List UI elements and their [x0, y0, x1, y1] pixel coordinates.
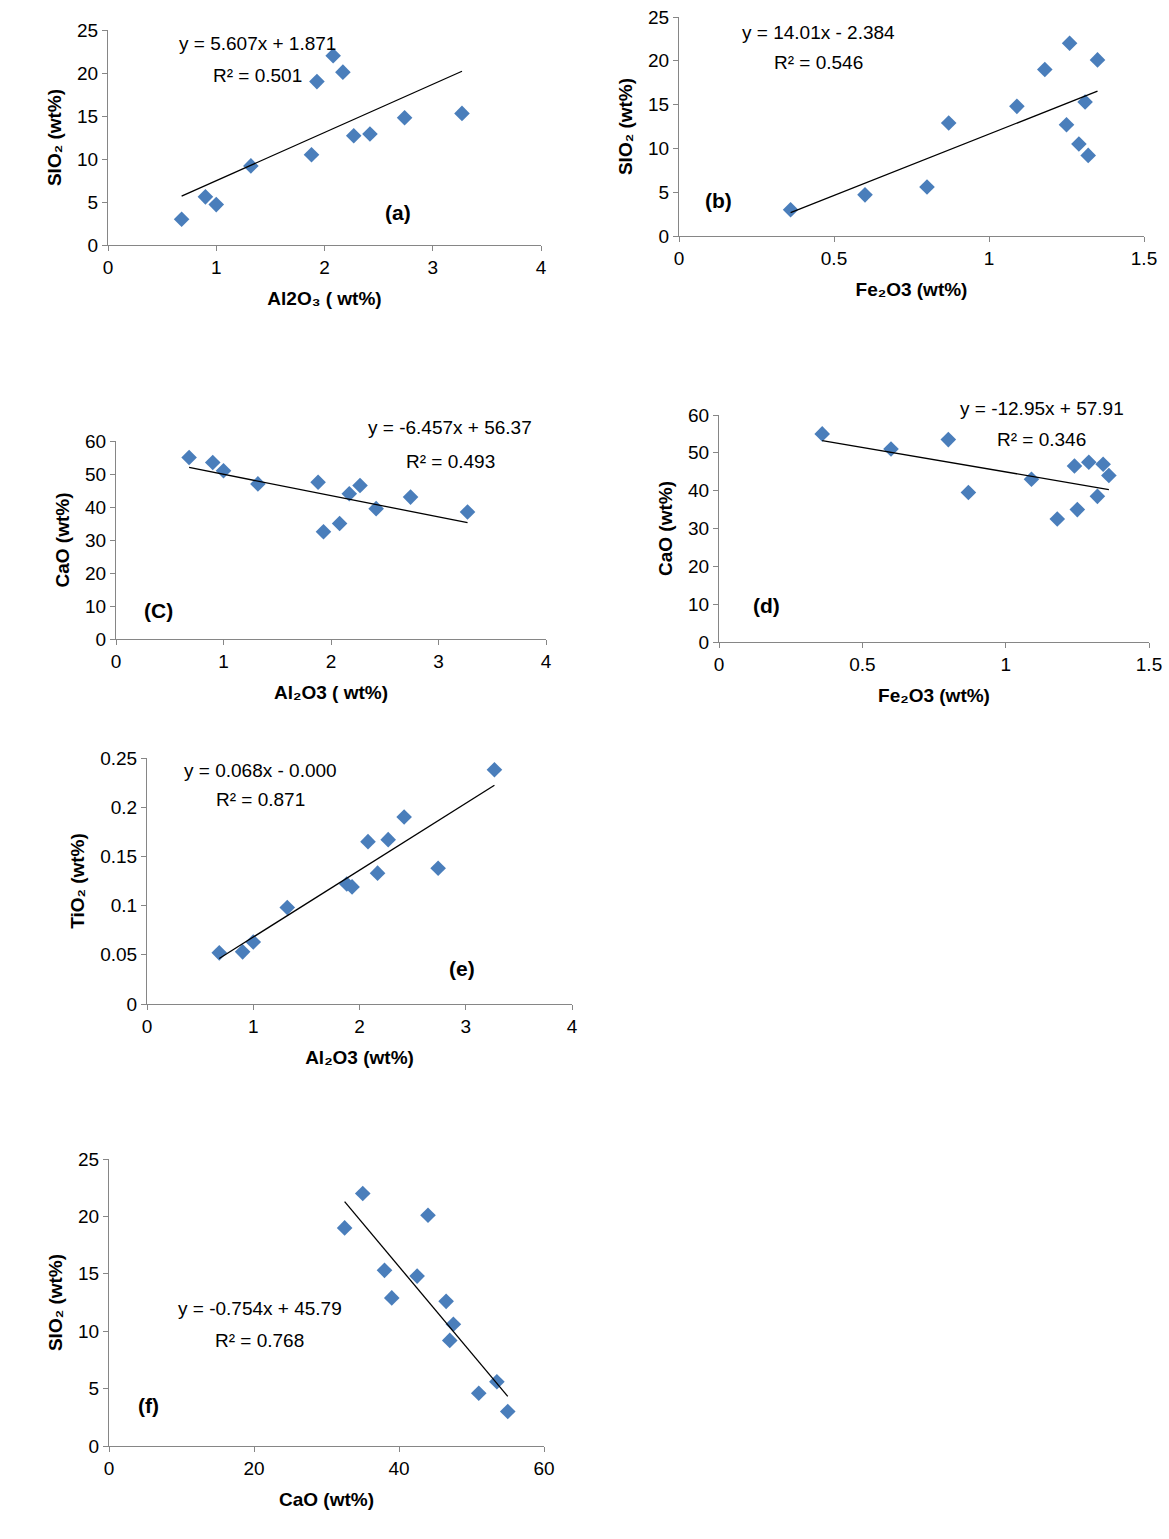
svg-text:1: 1 — [984, 248, 995, 269]
svg-text:30: 30 — [85, 530, 106, 551]
svg-text:25: 25 — [648, 7, 669, 28]
svg-text:4: 4 — [541, 651, 552, 672]
svg-text:TiO₂ (wt%): TiO₂ (wt%) — [67, 833, 88, 929]
svg-text:0: 0 — [96, 629, 107, 650]
svg-text:2: 2 — [319, 257, 330, 278]
svg-text:0.25: 0.25 — [100, 748, 137, 769]
svg-text:3: 3 — [460, 1016, 471, 1037]
svg-text:10: 10 — [85, 596, 106, 617]
svg-text:0.1: 0.1 — [111, 895, 137, 916]
svg-text:0.5: 0.5 — [849, 654, 875, 675]
svg-text:5: 5 — [659, 182, 670, 203]
svg-text:SIO₂ (wt%): SIO₂ (wt%) — [44, 89, 65, 186]
svg-text:y = 5.607x + 1.871: y = 5.607x + 1.871 — [179, 33, 336, 54]
svg-text:20: 20 — [78, 1206, 99, 1227]
svg-text:20: 20 — [77, 63, 98, 84]
svg-text:y = 0.068x - 0.000: y = 0.068x - 0.000 — [184, 760, 337, 781]
svg-text:40: 40 — [688, 480, 709, 501]
svg-text:Fe₂O3 (wt%): Fe₂O3 (wt%) — [856, 279, 968, 300]
svg-text:10: 10 — [688, 594, 709, 615]
svg-text:1: 1 — [248, 1016, 259, 1037]
svg-text:Al₂O3 ( wt%): Al₂O3 ( wt%) — [274, 682, 388, 703]
svg-text:(C): (C) — [144, 599, 173, 622]
svg-text:50: 50 — [85, 464, 106, 485]
svg-text:15: 15 — [77, 106, 98, 127]
svg-text:0.2: 0.2 — [111, 797, 137, 818]
svg-text:0: 0 — [127, 994, 138, 1015]
svg-text:R² = 0.501: R² = 0.501 — [213, 65, 302, 86]
svg-text:R² = 0.346: R² = 0.346 — [997, 429, 1086, 450]
svg-text:1: 1 — [211, 257, 222, 278]
svg-text:25: 25 — [78, 1149, 99, 1170]
svg-text:1: 1 — [218, 651, 229, 672]
svg-text:0.05: 0.05 — [100, 944, 137, 965]
svg-text:R² = 0.871: R² = 0.871 — [216, 789, 305, 810]
svg-text:20: 20 — [648, 50, 669, 71]
svg-text:R² = 0.493: R² = 0.493 — [406, 451, 495, 472]
svg-text:20: 20 — [688, 556, 709, 577]
svg-text:0: 0 — [699, 632, 710, 653]
svg-text:15: 15 — [648, 94, 669, 115]
svg-text:0.15: 0.15 — [100, 846, 137, 867]
svg-text:40: 40 — [85, 497, 106, 518]
svg-text:1: 1 — [1000, 654, 1011, 675]
svg-text:0: 0 — [659, 226, 670, 247]
svg-text:0: 0 — [674, 248, 685, 269]
svg-text:3: 3 — [427, 257, 438, 278]
svg-text:y = -0.754x + 45.79: y = -0.754x + 45.79 — [178, 1298, 342, 1319]
svg-text:0: 0 — [88, 235, 99, 256]
svg-text:0: 0 — [103, 257, 114, 278]
svg-text:60: 60 — [85, 431, 106, 452]
svg-text:60: 60 — [688, 405, 709, 426]
svg-text:20: 20 — [85, 563, 106, 584]
svg-text:0: 0 — [89, 1436, 100, 1457]
svg-text:(b): (b) — [705, 189, 732, 212]
svg-text:10: 10 — [77, 149, 98, 170]
svg-text:(e): (e) — [449, 957, 475, 980]
svg-text:(d): (d) — [753, 594, 780, 617]
svg-text:CaO (wt%): CaO (wt%) — [655, 481, 676, 576]
svg-text:SIO₂ (wt%): SIO₂ (wt%) — [45, 1254, 66, 1351]
svg-text:0.5: 0.5 — [821, 248, 847, 269]
svg-text:2: 2 — [326, 651, 337, 672]
svg-text:60: 60 — [533, 1458, 554, 1479]
svg-text:0: 0 — [104, 1458, 115, 1479]
svg-text:20: 20 — [243, 1458, 264, 1479]
svg-text:5: 5 — [89, 1378, 100, 1399]
svg-text:y = -12.95x + 57.91: y = -12.95x + 57.91 — [960, 398, 1124, 419]
svg-text:Fe₂O3 (wt%): Fe₂O3 (wt%) — [878, 685, 990, 706]
svg-text:(a): (a) — [385, 201, 411, 224]
svg-text:3: 3 — [433, 651, 444, 672]
svg-text:SIO₂ (wt%): SIO₂ (wt%) — [615, 78, 636, 175]
svg-text:CaO (wt%): CaO (wt%) — [52, 493, 73, 588]
svg-text:Al₂O3 (wt%): Al₂O3 (wt%) — [305, 1047, 414, 1068]
svg-text:30: 30 — [688, 518, 709, 539]
svg-text:4: 4 — [536, 257, 547, 278]
svg-text:y = 14.01x - 2.384: y = 14.01x - 2.384 — [742, 22, 895, 43]
svg-text:R² = 0.768: R² = 0.768 — [215, 1330, 304, 1351]
svg-text:25: 25 — [77, 20, 98, 41]
svg-text:0: 0 — [142, 1016, 153, 1037]
svg-text:1.5: 1.5 — [1136, 654, 1162, 675]
svg-text:CaO (wt%): CaO (wt%) — [279, 1489, 374, 1510]
svg-text:5: 5 — [88, 192, 99, 213]
svg-text:0: 0 — [111, 651, 122, 672]
svg-text:y = -6.457x + 56.37: y = -6.457x + 56.37 — [368, 417, 532, 438]
svg-text:10: 10 — [648, 138, 669, 159]
svg-text:4: 4 — [567, 1016, 578, 1037]
svg-text:(f): (f) — [138, 1394, 159, 1417]
svg-text:0: 0 — [714, 654, 725, 675]
svg-text:10: 10 — [78, 1321, 99, 1342]
svg-text:15: 15 — [78, 1263, 99, 1284]
svg-text:40: 40 — [388, 1458, 409, 1479]
svg-text:Al2O₃ ( wt%): Al2O₃ ( wt%) — [267, 288, 381, 309]
svg-text:R² = 0.546: R² = 0.546 — [774, 52, 863, 73]
svg-text:1.5: 1.5 — [1131, 248, 1157, 269]
svg-text:2: 2 — [354, 1016, 365, 1037]
svg-text:50: 50 — [688, 442, 709, 463]
